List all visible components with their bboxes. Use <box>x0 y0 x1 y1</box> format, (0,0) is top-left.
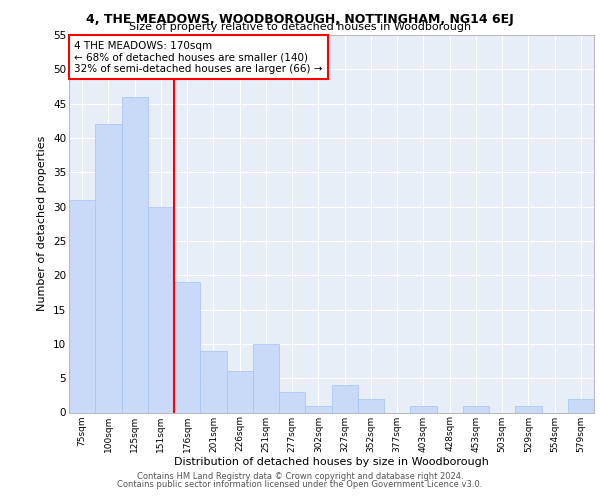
Bar <box>358 399 384 412</box>
Bar <box>305 406 331 412</box>
Bar <box>174 282 200 412</box>
Text: Contains public sector information licensed under the Open Government Licence v3: Contains public sector information licen… <box>118 480 482 489</box>
Bar <box>95 124 121 412</box>
Bar <box>253 344 279 412</box>
Text: Size of property relative to detached houses in Woodborough: Size of property relative to detached ho… <box>129 22 471 32</box>
Bar <box>200 350 227 412</box>
Bar <box>410 406 437 412</box>
X-axis label: Distribution of detached houses by size in Woodborough: Distribution of detached houses by size … <box>174 457 489 467</box>
Bar <box>515 406 542 412</box>
Text: 4 THE MEADOWS: 170sqm
← 68% of detached houses are smaller (140)
32% of semi-det: 4 THE MEADOWS: 170sqm ← 68% of detached … <box>74 40 323 74</box>
Bar <box>121 97 148 412</box>
Bar <box>331 385 358 412</box>
Bar <box>279 392 305 412</box>
Text: Contains HM Land Registry data © Crown copyright and database right 2024.: Contains HM Land Registry data © Crown c… <box>137 472 463 481</box>
Bar <box>148 206 174 412</box>
Bar <box>568 399 594 412</box>
Y-axis label: Number of detached properties: Number of detached properties <box>37 136 47 312</box>
Bar <box>69 200 95 412</box>
Bar <box>227 372 253 412</box>
Text: 4, THE MEADOWS, WOODBOROUGH, NOTTINGHAM, NG14 6EJ: 4, THE MEADOWS, WOODBOROUGH, NOTTINGHAM,… <box>86 12 514 26</box>
Bar <box>463 406 489 412</box>
